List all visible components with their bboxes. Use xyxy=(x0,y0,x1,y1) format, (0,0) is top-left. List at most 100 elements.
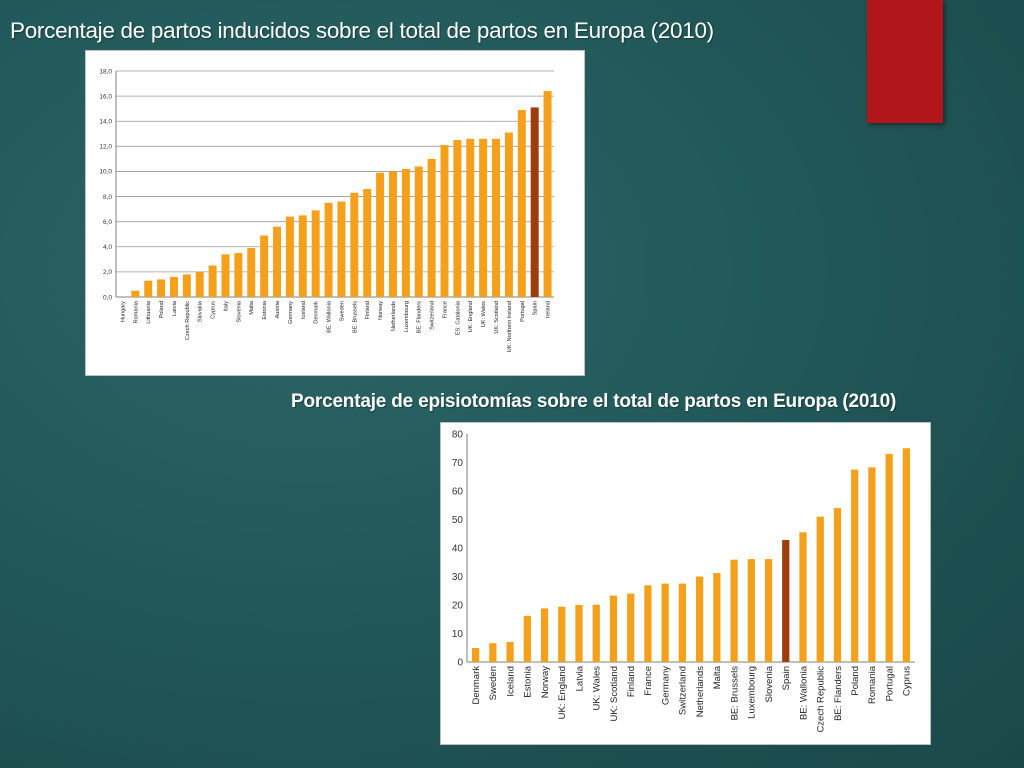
chart-2-bar-czech-republic xyxy=(816,516,824,662)
chart-2-category-label: Germany xyxy=(660,666,671,705)
chart-1-bar-italy xyxy=(221,254,230,297)
chart-2-category-label: Cyprus xyxy=(902,666,913,696)
chart-2-bar-germany xyxy=(661,583,669,662)
chart-1-bar-uk-england xyxy=(466,138,475,297)
chart-2-category-label: UK: Scotland xyxy=(609,666,620,721)
chart-1-category-label: Romania xyxy=(133,300,139,323)
chart-1-category-label: Luxembourg xyxy=(404,301,410,332)
chart-1-y-tick-label: 0,0 xyxy=(103,294,112,301)
chart-1-y-tick-label: 18,0 xyxy=(99,68,112,75)
chart-2-title: Porcentaje de episiotomías sobre el tota… xyxy=(291,391,897,412)
chart-2-bar-be-flanders xyxy=(833,508,842,662)
chart-1-category-label: UK: Northern Ireland xyxy=(507,301,513,352)
chart-2-category-label: Spain xyxy=(781,666,792,690)
chart-2-bar-switzerland xyxy=(678,583,687,662)
chart-2-bar-slovenia xyxy=(764,559,773,662)
chart-1-bar-malta xyxy=(247,248,256,297)
chart-1-bar-switzerland xyxy=(427,158,436,297)
chart-1-category-label: Slovakia xyxy=(198,300,204,322)
chart-2-category-label: BE: Wallonia xyxy=(798,665,809,720)
chart-1-category-label: UK: Wales xyxy=(481,301,487,327)
chart-1-category-label: BE: Flanders xyxy=(417,301,423,334)
chart-2-bar-latvia xyxy=(575,605,583,662)
chart-2-y-tick-label: 70 xyxy=(452,458,464,469)
chart-2-bar-uk-scotland xyxy=(609,595,618,662)
chart-2-bar-iceland xyxy=(506,642,514,662)
chart-1-category-label: Slovenia xyxy=(236,300,242,322)
chart-1-y-tick-label: 4,0 xyxy=(103,244,112,251)
chart-2-category-label: Luxembourg xyxy=(747,666,758,719)
chart-2-bar-france xyxy=(644,585,652,662)
chart-1-bar-es-catalonia xyxy=(453,140,462,297)
chart-1-bar-netherlands xyxy=(388,171,397,297)
chart-2-bar-uk-wales xyxy=(592,604,600,662)
chart-1-category-label: Portugal xyxy=(520,301,526,322)
chart-2-bar-portugal xyxy=(885,453,893,662)
chart-2-category-label: UK: Wales xyxy=(592,666,603,711)
episiotomy-chart-svg: 0 10 20 30 40 50 60 70 80 Denmark Sweden Iceland Est… xyxy=(452,430,915,733)
chart-2-bar-poland xyxy=(851,469,859,662)
chart-2-bar-denmark xyxy=(471,648,480,662)
chart-1-category-label: Malta xyxy=(249,300,255,315)
chart-1-bar-sweden xyxy=(337,201,346,297)
chart-2-category-label: France xyxy=(643,666,654,696)
chart-2-y-tick-label: 20 xyxy=(452,601,464,612)
chart-2-category-label: BE: Flanders xyxy=(833,666,844,721)
chart-2-bar-luxembourg xyxy=(747,559,755,662)
chart-2-bar-norway xyxy=(540,608,549,662)
chart-1-category-label: Denmark xyxy=(314,301,320,324)
chart-2-y-tick-label: 30 xyxy=(452,572,464,583)
chart-2-y-tick-label: 40 xyxy=(452,544,464,555)
chart-1-category-label: BE: Brussels xyxy=(352,301,358,333)
chart-1-category-label: Finland xyxy=(365,301,371,319)
chart-2-category-label: Estonia xyxy=(523,665,534,697)
chart-1-bar-poland xyxy=(157,279,166,297)
chart-2-category-label: Sweden xyxy=(488,666,499,700)
chart-2-y-tick-label: 80 xyxy=(452,430,464,441)
chart-2-category-label: UK: England xyxy=(557,666,568,719)
chart-1-category-label: Poland xyxy=(159,301,165,318)
chart-2-category-label: Portugal xyxy=(884,666,895,701)
chart-1-bar-austria xyxy=(273,226,282,297)
chart-1-category-label: Ireland xyxy=(546,301,552,318)
chart-2-category-label: Czech Republic xyxy=(816,666,827,733)
chart-1-bar-uk-wales xyxy=(479,138,488,297)
chart-2-y-tick-label: 50 xyxy=(452,515,464,526)
episiotomy-chart: 0 10 20 30 40 50 60 70 80 Denmark Sweden Iceland Est… xyxy=(440,422,931,745)
chart-2-category-label: Romania xyxy=(867,665,878,704)
chart-2-category-label: Switzerland xyxy=(678,666,689,715)
chart-2-category-label: Netherlands xyxy=(695,666,706,717)
chart-1-category-label: Norway xyxy=(378,301,384,320)
chart-2-bar-be-brussels xyxy=(730,559,738,662)
chart-1-bar-ireland xyxy=(543,91,552,297)
chart-2-bar-sweden xyxy=(489,643,497,662)
chart-1-category-label: Estonia xyxy=(262,300,268,320)
chart-2-y-tick-label: 60 xyxy=(452,487,464,498)
chart-2-bar-finland xyxy=(627,593,635,662)
chart-1-category-label: Switzerland xyxy=(430,301,436,330)
chart-1-bar-finland xyxy=(363,189,372,297)
chart-2-category-label: Slovenia xyxy=(764,665,775,702)
chart-2-bar-netherlands xyxy=(695,576,704,662)
chart-2-bar-malta xyxy=(713,573,721,662)
induced-births-chart-svg: 0,0 2,0 4,0 6,0 8,0 10,0 12,0 14,0 16,0 18,0 Hunga… xyxy=(99,68,554,352)
chart-1-bar-romania xyxy=(131,290,140,297)
chart-1-category-label: Italy xyxy=(223,301,229,311)
chart-1-category-label: Latvia xyxy=(172,300,178,316)
chart-2-category-label: Malta xyxy=(712,665,723,689)
chart-2-category-label: Iceland xyxy=(505,666,516,697)
chart-2-category-label: Poland xyxy=(850,666,861,696)
chart-1-bar-germany xyxy=(285,216,294,297)
chart-1-category-label: Germany xyxy=(288,301,294,324)
chart-1-y-tick-label: 2,0 xyxy=(103,269,112,276)
chart-1-category-label: BE: Wallonia xyxy=(327,300,333,333)
chart-1-bar-lithuania xyxy=(144,280,153,297)
chart-1-category-label: France xyxy=(442,301,448,318)
chart-1-category-label: Netherlands xyxy=(391,301,397,331)
chart-1-category-label: Cyprus xyxy=(211,301,217,319)
chart-1-y-tick-label: 16,0 xyxy=(99,93,112,100)
chart-2-bar-spain xyxy=(782,540,790,662)
chart-1-category-label: Iceland xyxy=(301,301,307,319)
chart-1-category-label: ES: Catalonia xyxy=(455,300,461,335)
chart-1-category-label: Czech Republic xyxy=(185,301,191,340)
